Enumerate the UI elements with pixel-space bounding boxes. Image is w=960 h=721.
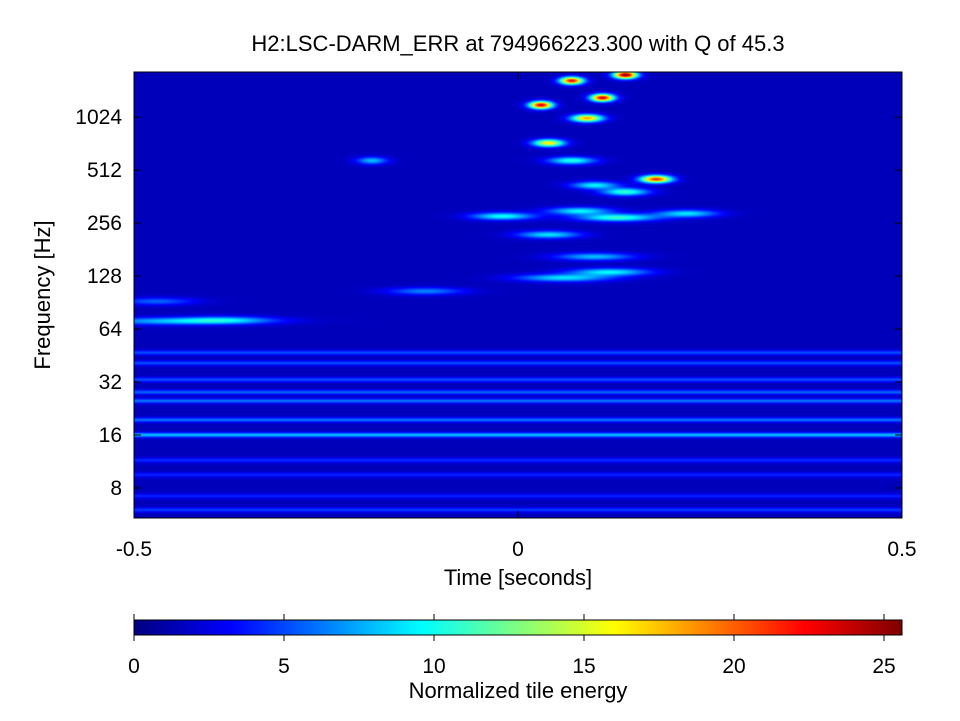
y-axis: 8 16 32 64 128 256 512 1024 (75, 106, 902, 500)
colorbar: 0 5 10 15 20 25 Normalized tile energy (128, 614, 903, 703)
y-tick-label: 32 (99, 371, 122, 394)
y-tick-label: 64 (99, 318, 123, 341)
colorbar-label: Normalized tile energy (409, 678, 628, 703)
y-tick-label: 512 (87, 159, 122, 182)
colorbar-tick-label: 15 (572, 655, 595, 678)
x-tick-label: -0.5 (116, 538, 152, 561)
colorbar-frame (133, 619, 903, 636)
x-tick-label: 0.5 (887, 538, 916, 561)
colorbar-gradient (134, 620, 902, 635)
colorbar-tick-label: 5 (278, 655, 290, 678)
spectrogram-heatmap (134, 72, 902, 518)
y-tick-label: 16 (99, 424, 122, 447)
colorbar-tick-label: 25 (872, 655, 895, 678)
y-tick-label: 8 (110, 477, 122, 500)
y-tick-label: 128 (87, 265, 122, 288)
x-axis: -0.5 0 0.5 (116, 72, 917, 561)
y-tick-label: 1024 (75, 106, 122, 129)
colorbar-tick-label: 0 (128, 655, 140, 678)
x-axis-label: Time [seconds] (444, 565, 592, 590)
plot-area (133, 71, 903, 519)
y-axis-label: Frequency [Hz] (30, 220, 55, 369)
colorbar-tick-label: 10 (422, 655, 445, 678)
x-tick-label: 0 (512, 538, 524, 561)
colorbar-ticks: 0 5 10 15 20 25 (128, 614, 896, 678)
colorbar-tick-label: 20 (722, 655, 745, 678)
y-tick-label: 256 (87, 212, 122, 235)
chart-title: H2:LSC-DARM_ERR at 794966223.300 with Q … (251, 31, 784, 56)
